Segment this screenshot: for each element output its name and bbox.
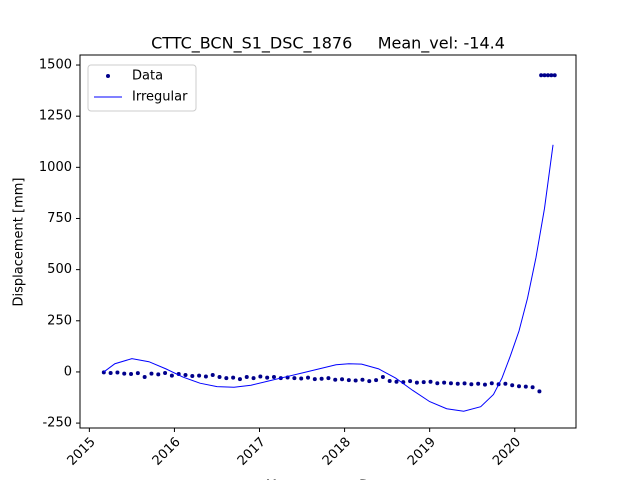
data-point: [516, 384, 521, 389]
legend-box: [87, 64, 197, 112]
data-point: [448, 381, 453, 386]
legend-label: Data: [132, 69, 163, 84]
data-point: [108, 370, 113, 375]
legend-swatch: [106, 74, 110, 78]
data-point: [482, 382, 487, 387]
data-point: [115, 370, 120, 375]
data-point: [387, 378, 392, 383]
data-point: [455, 381, 460, 386]
data-point: [530, 385, 535, 390]
data-point: [360, 377, 365, 382]
data-point: [380, 375, 385, 380]
data-point: [367, 379, 372, 384]
data-point: [510, 383, 515, 388]
data-point: [442, 380, 447, 385]
plot-area: [101, 73, 557, 412]
data-point: [542, 73, 547, 78]
data-point: [340, 377, 345, 382]
data-point: [265, 375, 270, 380]
data-point: [408, 379, 413, 384]
data-point: [237, 377, 242, 382]
y-tick-label: -250: [42, 416, 72, 431]
y-tick-label: 1250: [39, 109, 72, 124]
y-axis-label: Displacement [mm]: [12, 178, 27, 307]
data-point: [421, 380, 426, 385]
data-point: [346, 378, 351, 383]
data-point: [271, 375, 276, 380]
data-point: [469, 382, 474, 387]
x-axis-label: Measurement Date: [266, 479, 390, 480]
data-point: [149, 371, 154, 376]
data-point: [231, 375, 236, 380]
data-point: [539, 73, 544, 78]
data-point: [435, 381, 440, 386]
data-point: [169, 373, 174, 378]
data-point: [142, 375, 147, 380]
data-point: [503, 381, 508, 386]
data-point: [374, 378, 379, 383]
data-point: [319, 376, 324, 381]
data-point: [197, 373, 202, 378]
data-point: [353, 378, 358, 383]
data-point: [326, 376, 331, 381]
data-point: [462, 381, 467, 386]
data-point: [251, 376, 256, 381]
data-point: [476, 381, 481, 386]
data-point: [394, 379, 399, 384]
data-point: [523, 384, 528, 389]
data-point: [258, 374, 263, 379]
chart-title: CTTC_BCN_S1_DSC_1876 Mean_vel: -14.4: [151, 34, 505, 54]
data-point: [203, 374, 208, 379]
y-tick-label: 0: [64, 364, 72, 379]
data-point: [210, 373, 215, 378]
data-point: [552, 73, 557, 78]
y-tick-label: 1500: [39, 58, 72, 73]
data-point: [183, 373, 188, 378]
data-point: [414, 380, 419, 385]
data-point: [217, 375, 222, 380]
data-point: [299, 376, 304, 381]
data-point: [224, 376, 229, 381]
data-point: [244, 375, 249, 380]
data-point: [333, 377, 338, 382]
y-tick-label: 750: [47, 211, 72, 226]
data-point: [549, 73, 554, 78]
data-point: [156, 372, 161, 377]
y-tick-label: 1000: [39, 160, 72, 175]
data-point: [122, 371, 127, 376]
data-point: [190, 374, 195, 379]
data-point: [312, 377, 317, 382]
data-point: [129, 371, 134, 376]
data-line: [103, 144, 554, 412]
data-point: [163, 370, 168, 375]
data-point: [135, 371, 140, 376]
data-point: [489, 381, 494, 386]
data-point: [292, 376, 297, 381]
legend-label: Irregular: [132, 90, 188, 105]
data-point: [306, 375, 311, 380]
y-tick-label: 250: [47, 313, 72, 328]
axes-frame: [79, 54, 577, 429]
data-point: [428, 379, 433, 384]
y-tick-label: 500: [47, 262, 72, 277]
data-point: [545, 73, 550, 78]
data-point: [537, 389, 542, 394]
